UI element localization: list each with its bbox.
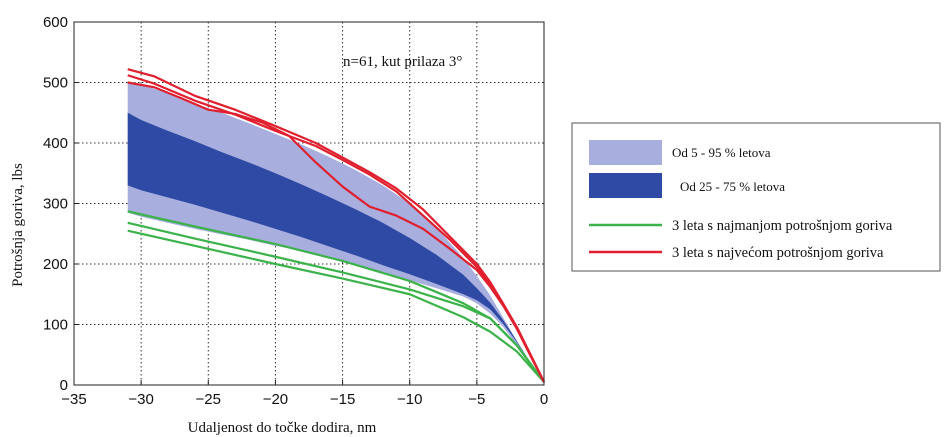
band-25-75-area (127, 112, 544, 382)
legend-swatch-band-5-95 (589, 140, 662, 165)
y-axis-label: Potrošnja goriva, lbs (10, 163, 26, 287)
x-axis-label: Udaljenost do točke dodira, nm (188, 420, 377, 436)
y-tick-label: 600 (43, 14, 68, 31)
legend-swatch-band-25-75 (589, 173, 662, 198)
x-tick-label: 0 (540, 391, 548, 408)
x-tick-label: −25 (196, 391, 221, 408)
red-line-3 (127, 81, 545, 383)
plot-frame (73, 21, 545, 386)
legend-label-green: 3 leta s najmanjom potrošnjom goriva (672, 218, 893, 234)
data-layer (127, 68, 545, 383)
tick-labels: −35 −30 −25 −20 −15 −10 −5 0 0 100 200 300 400 500 600 (43, 14, 548, 408)
y-tick-label: 500 (43, 75, 68, 92)
x-tick-label: −5 (468, 391, 485, 408)
x-tick-label: −10 (397, 391, 422, 408)
x-tick-label: −20 (263, 391, 288, 408)
y-tick-label: 100 (43, 317, 68, 334)
x-tick-label: −15 (330, 391, 355, 408)
y-tick-label: 300 (43, 196, 68, 213)
y-tick-label: 400 (43, 135, 68, 152)
legend-label-band-25-75: Od 25 - 75 % letova (680, 179, 785, 194)
legend: Od 5 - 95 % letova Od 25 - 75 % letova 3… (571, 122, 941, 272)
y-tick-label: 200 (43, 256, 68, 273)
green-line-3 (127, 229, 545, 383)
y-tick-label: 0 (60, 377, 68, 394)
x-tick-label: −35 (61, 391, 86, 408)
x-tick-label: −30 (128, 391, 153, 408)
annotation-text: n=61, kut prilaza 3° (343, 54, 462, 70)
legend-label-red: 3 leta s najvećom potrošnjom goriva (672, 245, 884, 261)
green-line-2 (127, 221, 545, 383)
legend-label-band-5-95: Od 5 - 95 % letova (672, 145, 771, 160)
